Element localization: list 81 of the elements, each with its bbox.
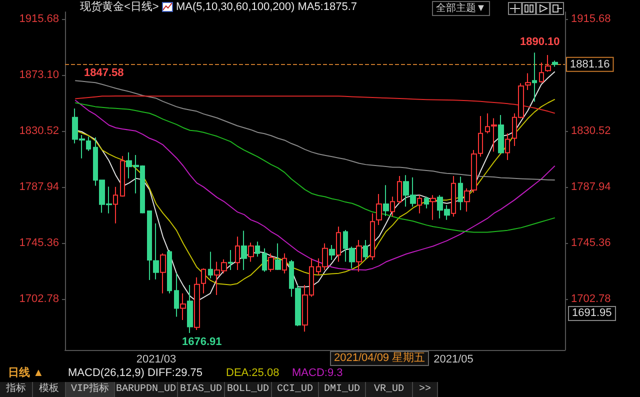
candlestick bbox=[282, 252, 287, 274]
candlestick bbox=[552, 60, 558, 68]
text: MACD:9.3 bbox=[292, 367, 343, 380]
candlestick bbox=[120, 156, 125, 198]
candlestick bbox=[180, 292, 186, 321]
text: BARUPDN_UD bbox=[115, 382, 178, 397]
candlestick bbox=[194, 276, 200, 331]
candlestick bbox=[539, 62, 544, 84]
candlestick bbox=[498, 114, 504, 154]
candlestick bbox=[505, 132, 510, 160]
candlestick bbox=[329, 244, 335, 261]
candlestick bbox=[545, 54, 551, 72]
candlestick bbox=[376, 194, 382, 226]
candlestick bbox=[86, 136, 91, 152]
candlestick bbox=[262, 248, 267, 272]
annotation: 1676.91 bbox=[182, 336, 222, 349]
text: MACD(26,12,9) DIFF:29.75 bbox=[68, 367, 202, 380]
y2-tick-label: 1702.78 bbox=[571, 292, 611, 305]
line-series bbox=[74, 80, 556, 180]
candlestick bbox=[417, 194, 422, 214]
text: VR_UD bbox=[366, 382, 413, 397]
y-tick-label: 1915.68 bbox=[19, 12, 59, 25]
line-series bbox=[74, 96, 556, 114]
candlestick bbox=[174, 272, 179, 318]
text: CCI_UD bbox=[272, 382, 319, 397]
text: 日线 ▲ bbox=[8, 367, 44, 380]
ref-line-label: 1881.16 bbox=[570, 58, 610, 70]
candlestick bbox=[235, 236, 240, 271]
y-tick-label: 1702.78 bbox=[19, 292, 59, 305]
text: 2021/04/09 星期五 bbox=[330, 351, 430, 366]
candlestick bbox=[532, 52, 537, 102]
candlestick bbox=[525, 72, 531, 90]
y2-tick-label: 1830.52 bbox=[571, 124, 611, 137]
candlestick bbox=[356, 240, 362, 272]
y-tick-label: 1873.10 bbox=[19, 68, 59, 81]
x-tick-label: 2021/05 bbox=[434, 354, 474, 366]
candlestick bbox=[208, 251, 213, 279]
text: DMI_UD bbox=[319, 382, 366, 397]
y-tick-label: 1745.36 bbox=[19, 236, 59, 249]
candlestick bbox=[424, 196, 429, 209]
y2-tick-label: 1787.94 bbox=[571, 180, 611, 193]
candlestick bbox=[201, 268, 206, 294]
candlestick bbox=[336, 226, 341, 262]
candlestick bbox=[397, 176, 402, 204]
candlestick bbox=[383, 184, 389, 216]
x-tick-label: 2021/03 bbox=[136, 354, 176, 366]
line-series bbox=[74, 102, 556, 233]
candlestick bbox=[464, 188, 470, 212]
annotation: 1847.58 bbox=[84, 67, 124, 80]
annotation: 1890.10 bbox=[520, 36, 560, 49]
text: BIAS_UD bbox=[178, 382, 225, 397]
candlestick bbox=[228, 250, 233, 271]
candlestick bbox=[113, 186, 118, 224]
text: 指标 bbox=[0, 382, 33, 397]
candlestick bbox=[241, 230, 247, 271]
text: 模板 bbox=[33, 382, 66, 397]
text: BOLL_UD bbox=[225, 382, 272, 397]
text: >> bbox=[413, 382, 438, 397]
candlestick bbox=[430, 194, 436, 220]
text: 1691.95 bbox=[568, 306, 616, 321]
annotation: 全部主题▼ bbox=[432, 1, 490, 16]
chart-subtitle: MA(5,10,30,60,100,200) MA5:1875.7 bbox=[176, 1, 358, 14]
candlestick bbox=[363, 240, 368, 261]
candlestick bbox=[458, 176, 463, 211]
candlestick bbox=[167, 250, 172, 294]
y-tick-label: 1787.94 bbox=[19, 180, 59, 193]
candlestick bbox=[275, 242, 281, 271]
candlestick bbox=[451, 176, 456, 218]
candlestick bbox=[248, 242, 254, 262]
text: VIP指标 bbox=[66, 382, 115, 397]
candlestick bbox=[255, 241, 260, 258]
text: DEA:25.08 bbox=[226, 367, 280, 380]
candlestick bbox=[370, 212, 375, 261]
y2-tick-label: 1915.68 bbox=[571, 12, 611, 25]
candlestick bbox=[268, 252, 274, 272]
candlestick bbox=[160, 252, 166, 294]
y2-tick-label: 1745.36 bbox=[571, 236, 611, 249]
candlestick bbox=[187, 284, 193, 334]
y-tick-label: 1830.52 bbox=[19, 124, 59, 137]
chart-title: 现货黄金<日线> bbox=[80, 1, 159, 14]
candlestick bbox=[390, 196, 395, 218]
